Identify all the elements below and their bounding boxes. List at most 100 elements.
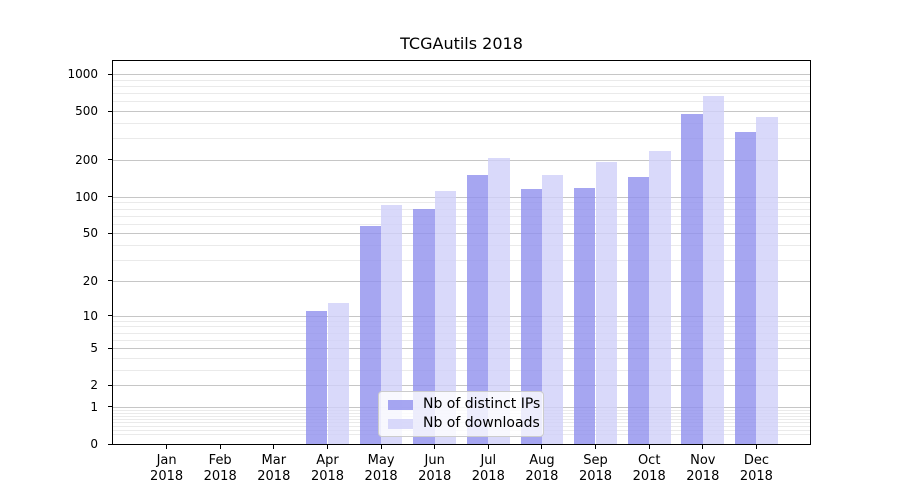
minor-gridline [113, 320, 810, 322]
x-tick-month: Apr [316, 453, 339, 468]
bar-downloads-oct [649, 150, 671, 444]
y-tick-mark [108, 406, 113, 408]
x-tick-label: May 2018 [351, 453, 411, 484]
legend: Nb of distinct IPs Nb of downloads [378, 391, 544, 437]
minor-gridline [113, 332, 810, 334]
x-tick-year: 2018 [632, 468, 666, 484]
y-tick-label: 5 [90, 341, 98, 355]
x-tick-mark [380, 445, 382, 449]
y-tick-label: 10 [82, 308, 98, 323]
x-tick-year: 2018 [203, 468, 237, 484]
minor-gridline [113, 223, 810, 225]
minor-gridline [113, 260, 810, 262]
major-gridline [113, 196, 810, 198]
x-tick-month: Oct [637, 453, 661, 468]
legend-label-downloads: Nb of downloads [423, 415, 540, 431]
y-tick-mark [108, 196, 113, 198]
minor-gridline [113, 79, 810, 81]
x-tick-label: Apr 2018 [298, 453, 358, 484]
legend-swatch-distinct-ips [388, 399, 413, 410]
y-tick-mark [108, 110, 113, 112]
x-tick-mark [273, 445, 275, 449]
y-tick-label: 200 [75, 152, 98, 167]
x-tick-month: Sep [583, 453, 608, 468]
chart-title: TCGAutils 2018 [400, 33, 523, 53]
minor-gridline [113, 202, 810, 204]
major-gridline [113, 111, 810, 112]
major-gridline [113, 74, 810, 75]
x-tick-year: 2018 [686, 468, 720, 484]
minor-gridline [113, 85, 810, 87]
bar-downloads-aug [541, 175, 564, 444]
x-tick-label: Mar 2018 [244, 453, 304, 484]
y-tick-mark [108, 315, 113, 317]
legend-label-distinct-ips: Nb of distinct IPs [423, 396, 541, 412]
major-gridline [113, 315, 810, 317]
x-tick-year: 2018 [418, 468, 452, 484]
bar-distinct-ips-may [359, 225, 381, 444]
x-tick-mark [219, 445, 221, 449]
y-tick-mark [108, 73, 113, 75]
bar-downloads-nov [702, 96, 725, 444]
bar-distinct-ips-apr [306, 310, 328, 444]
y-tick-label: 20 [82, 273, 98, 288]
minor-gridline [113, 101, 810, 103]
x-tick-mark [702, 445, 704, 449]
major-gridline [113, 159, 810, 161]
minor-gridline [113, 93, 810, 94]
legend-row-distinct-ips: Nb of distinct IPs [388, 395, 543, 414]
bar-downloads-may [381, 205, 403, 444]
y-tick-label: 100 [75, 189, 98, 204]
x-tick-label: Oct 2018 [619, 453, 679, 484]
x-tick-mark [648, 445, 650, 449]
bar-downloads-sep [595, 162, 617, 444]
plot-area [112, 60, 811, 445]
y-tick-mark [108, 384, 113, 386]
minor-gridline [113, 245, 810, 247]
minor-gridline [113, 357, 810, 359]
legend-swatch-downloads [388, 418, 413, 429]
x-tick-label: Jan 2018 [137, 453, 197, 484]
bar-distinct-ips-aug [520, 189, 542, 444]
y-tick-mark [108, 159, 113, 161]
y-tick-label: 1 [90, 399, 98, 414]
x-tick-mark [595, 445, 596, 449]
minor-gridline [113, 208, 810, 210]
minor-gridline [113, 138, 810, 140]
minor-gridline [113, 215, 810, 217]
x-tick-label: Jun 2018 [405, 453, 465, 484]
x-tick-label: Sep 2018 [566, 453, 626, 484]
x-tick-month: Jul [480, 453, 497, 468]
x-tick-label: Feb 2018 [190, 453, 250, 484]
bar-distinct-ips-dec [734, 132, 757, 444]
x-tick-year: 2018 [739, 468, 773, 484]
x-tick-label: Dec 2018 [726, 453, 786, 484]
bar-distinct-ips-nov [681, 113, 703, 444]
x-tick-month: Dec [743, 453, 769, 468]
legend-row-downloads: Nb of downloads [388, 414, 543, 433]
bar-distinct-ips-jun [413, 208, 435, 444]
x-tick-year: 2018 [364, 468, 398, 484]
x-tick-label: Nov 2018 [673, 453, 733, 484]
x-tick-year: 2018 [310, 468, 345, 484]
x-tick-month: Aug [529, 453, 555, 468]
x-tick-year: 2018 [471, 468, 505, 484]
minor-gridline [113, 369, 810, 371]
x-tick-year: 2018 [525, 468, 559, 484]
x-tick-mark [487, 445, 489, 449]
bar-downloads-apr [327, 302, 349, 444]
minor-gridline [113, 326, 810, 328]
major-gridline [113, 280, 810, 282]
x-tick-mark [541, 445, 543, 449]
x-tick-mark [755, 445, 757, 449]
y-tick-mark [108, 232, 113, 234]
x-tick-mark [166, 445, 168, 449]
bar-distinct-ips-sep [574, 188, 596, 444]
y-tick-label: 500 [75, 104, 98, 118]
x-tick-month: Feb [208, 453, 232, 468]
x-tick-mark [434, 445, 436, 449]
x-tick-mark [327, 445, 328, 449]
bar-distinct-ips-jul [466, 175, 489, 444]
y-tick-label: 1000 [67, 67, 98, 81]
